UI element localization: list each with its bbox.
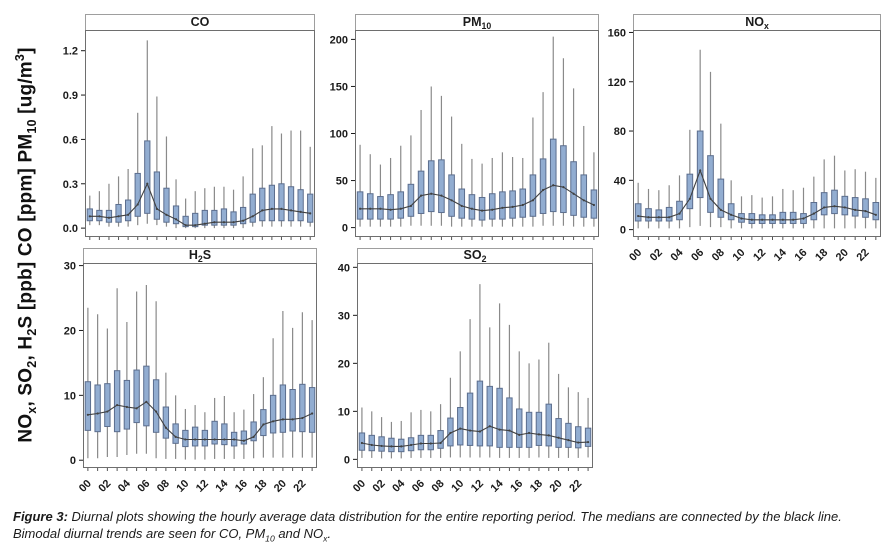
svg-text:CO: CO (191, 15, 210, 29)
svg-text:0: 0 (620, 225, 626, 237)
figure-caption: Figure 3: Diurnal plots showing the hour… (13, 508, 877, 545)
svg-text:80: 80 (614, 126, 626, 138)
svg-text:10: 10 (64, 390, 76, 402)
svg-text:PM10: PM10 (463, 15, 492, 31)
svg-text:SO2: SO2 (464, 248, 487, 264)
svg-text:1.2: 1.2 (63, 46, 78, 58)
svg-text:40: 40 (338, 262, 350, 274)
svg-text:02: 02 (96, 478, 113, 495)
svg-text:08: 08 (155, 478, 172, 495)
svg-text:20: 20 (64, 325, 76, 337)
svg-text:20: 20 (834, 247, 851, 264)
svg-text:10: 10 (449, 478, 466, 495)
svg-text:H2S: H2S (189, 248, 211, 264)
svg-text:00: 00 (351, 478, 368, 495)
svg-text:06: 06 (410, 478, 427, 495)
svg-text:22: 22 (854, 247, 871, 264)
svg-text:00: 00 (627, 247, 644, 264)
svg-text:08: 08 (710, 247, 727, 264)
svg-text:02: 02 (371, 478, 388, 495)
svg-text:22: 22 (291, 478, 308, 495)
svg-text:30: 30 (64, 261, 76, 273)
svg-text:0: 0 (344, 454, 350, 466)
svg-text:NOx: NOx (745, 15, 769, 31)
svg-text:40: 40 (614, 175, 626, 187)
figure-caption-label: Figure 3: (13, 509, 68, 524)
svg-text:08: 08 (430, 478, 447, 495)
svg-text:16: 16 (233, 478, 250, 495)
svg-text:02: 02 (648, 247, 665, 264)
svg-text:14: 14 (489, 477, 507, 495)
svg-text:50: 50 (336, 176, 348, 188)
svg-text:0.0: 0.0 (63, 223, 78, 235)
svg-text:18: 18 (528, 478, 545, 495)
svg-text:12: 12 (469, 478, 486, 495)
svg-text:0.3: 0.3 (63, 179, 78, 191)
svg-text:160: 160 (608, 27, 626, 39)
svg-text:0.6: 0.6 (63, 134, 78, 146)
svg-text:16: 16 (792, 247, 809, 264)
svg-text:06: 06 (135, 478, 152, 495)
svg-text:10: 10 (338, 406, 350, 418)
svg-text:22: 22 (567, 478, 584, 495)
svg-text:00: 00 (77, 478, 94, 495)
panel-co-boxplot: CO 0.0 0.3 0.6 0.9 1.2 (63, 14, 315, 240)
svg-text:12: 12 (751, 247, 768, 264)
svg-text:18: 18 (252, 478, 269, 495)
svg-text:20: 20 (272, 478, 289, 495)
svg-text:10: 10 (730, 247, 747, 264)
svg-text:120: 120 (608, 77, 626, 89)
svg-text:10: 10 (174, 478, 191, 495)
svg-text:0.9: 0.9 (63, 90, 78, 102)
svg-text:200: 200 (330, 34, 348, 46)
svg-text:14: 14 (213, 477, 231, 495)
svg-text:04: 04 (668, 246, 686, 264)
svg-text:18: 18 (813, 247, 830, 264)
svg-text:12: 12 (194, 478, 211, 495)
svg-text:0: 0 (70, 455, 76, 467)
svg-text:30: 30 (338, 310, 350, 322)
panel-pm10-boxplot: PM10 0 50 100 150 200 (330, 14, 599, 240)
svg-text:04: 04 (390, 477, 408, 495)
svg-text:100: 100 (330, 129, 348, 141)
figure-caption-body: Diurnal plots showing the hourly average… (13, 509, 842, 544)
svg-text:04: 04 (116, 477, 134, 495)
svg-text:06: 06 (689, 247, 706, 264)
svg-text:150: 150 (330, 81, 348, 93)
svg-text:20: 20 (338, 358, 350, 370)
svg-text:16: 16 (508, 478, 525, 495)
y-axis-label-text: NOx, SO2, H2S [ppb] CO [ppm] PM10 [ug/m3… (12, 47, 40, 443)
svg-text:20: 20 (548, 478, 565, 495)
svg-text:0: 0 (342, 223, 348, 235)
panel-nox-boxplot: NOx 0 40 80 120 160 00 02 04 06 08 10 12 14 16 18 20 22 (608, 14, 881, 264)
svg-text:14: 14 (772, 246, 790, 264)
